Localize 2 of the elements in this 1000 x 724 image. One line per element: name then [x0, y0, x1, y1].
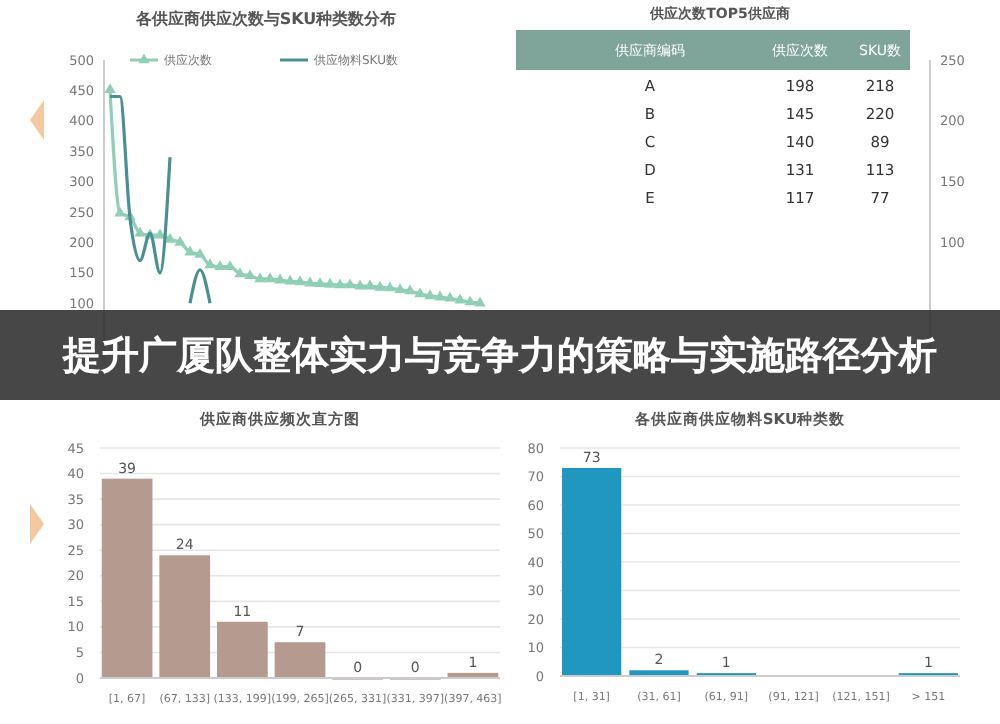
text: 提升广厦队整体实力与竞争力的策略与实施路径分析: [61, 334, 937, 378]
chart-title: 各供应商供应次数与SKU种类数分布: [133, 8, 397, 28]
